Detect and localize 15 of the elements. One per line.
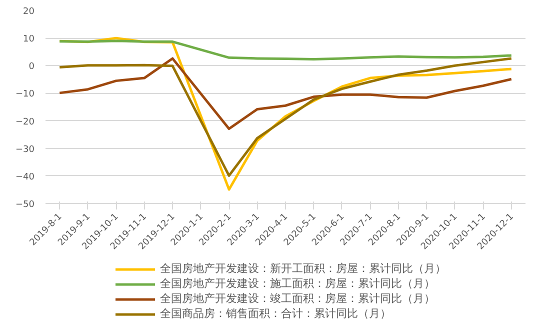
line-series bbox=[58, 57, 513, 130]
legend-label: 全国房地产开发建设：竣工面积：房屋：累计同比（月） bbox=[160, 291, 435, 306]
legend-label: 全国房地产开发建设：新开工面积：房屋：累计同比（月） bbox=[160, 261, 446, 276]
line-series bbox=[58, 40, 513, 61]
y-tick-label: 10 bbox=[23, 34, 35, 45]
legend-label: 全国房地产开发建设：施工面积：房屋：累计同比（月） bbox=[160, 276, 435, 291]
line-series bbox=[58, 57, 513, 177]
y-tick-label: −40 bbox=[16, 172, 35, 182]
y-tick-label: 20 bbox=[23, 7, 35, 17]
y-tick-label: 0 bbox=[28, 62, 35, 72]
y-tick-label: −50 bbox=[16, 200, 35, 210]
y-tick-label: −20 bbox=[16, 117, 35, 128]
legend-label: 全国商品房：销售面积：合计：累计同比（月） bbox=[160, 306, 391, 321]
y-tick-label: −30 bbox=[16, 144, 35, 155]
y-tick-label: −10 bbox=[16, 90, 35, 100]
